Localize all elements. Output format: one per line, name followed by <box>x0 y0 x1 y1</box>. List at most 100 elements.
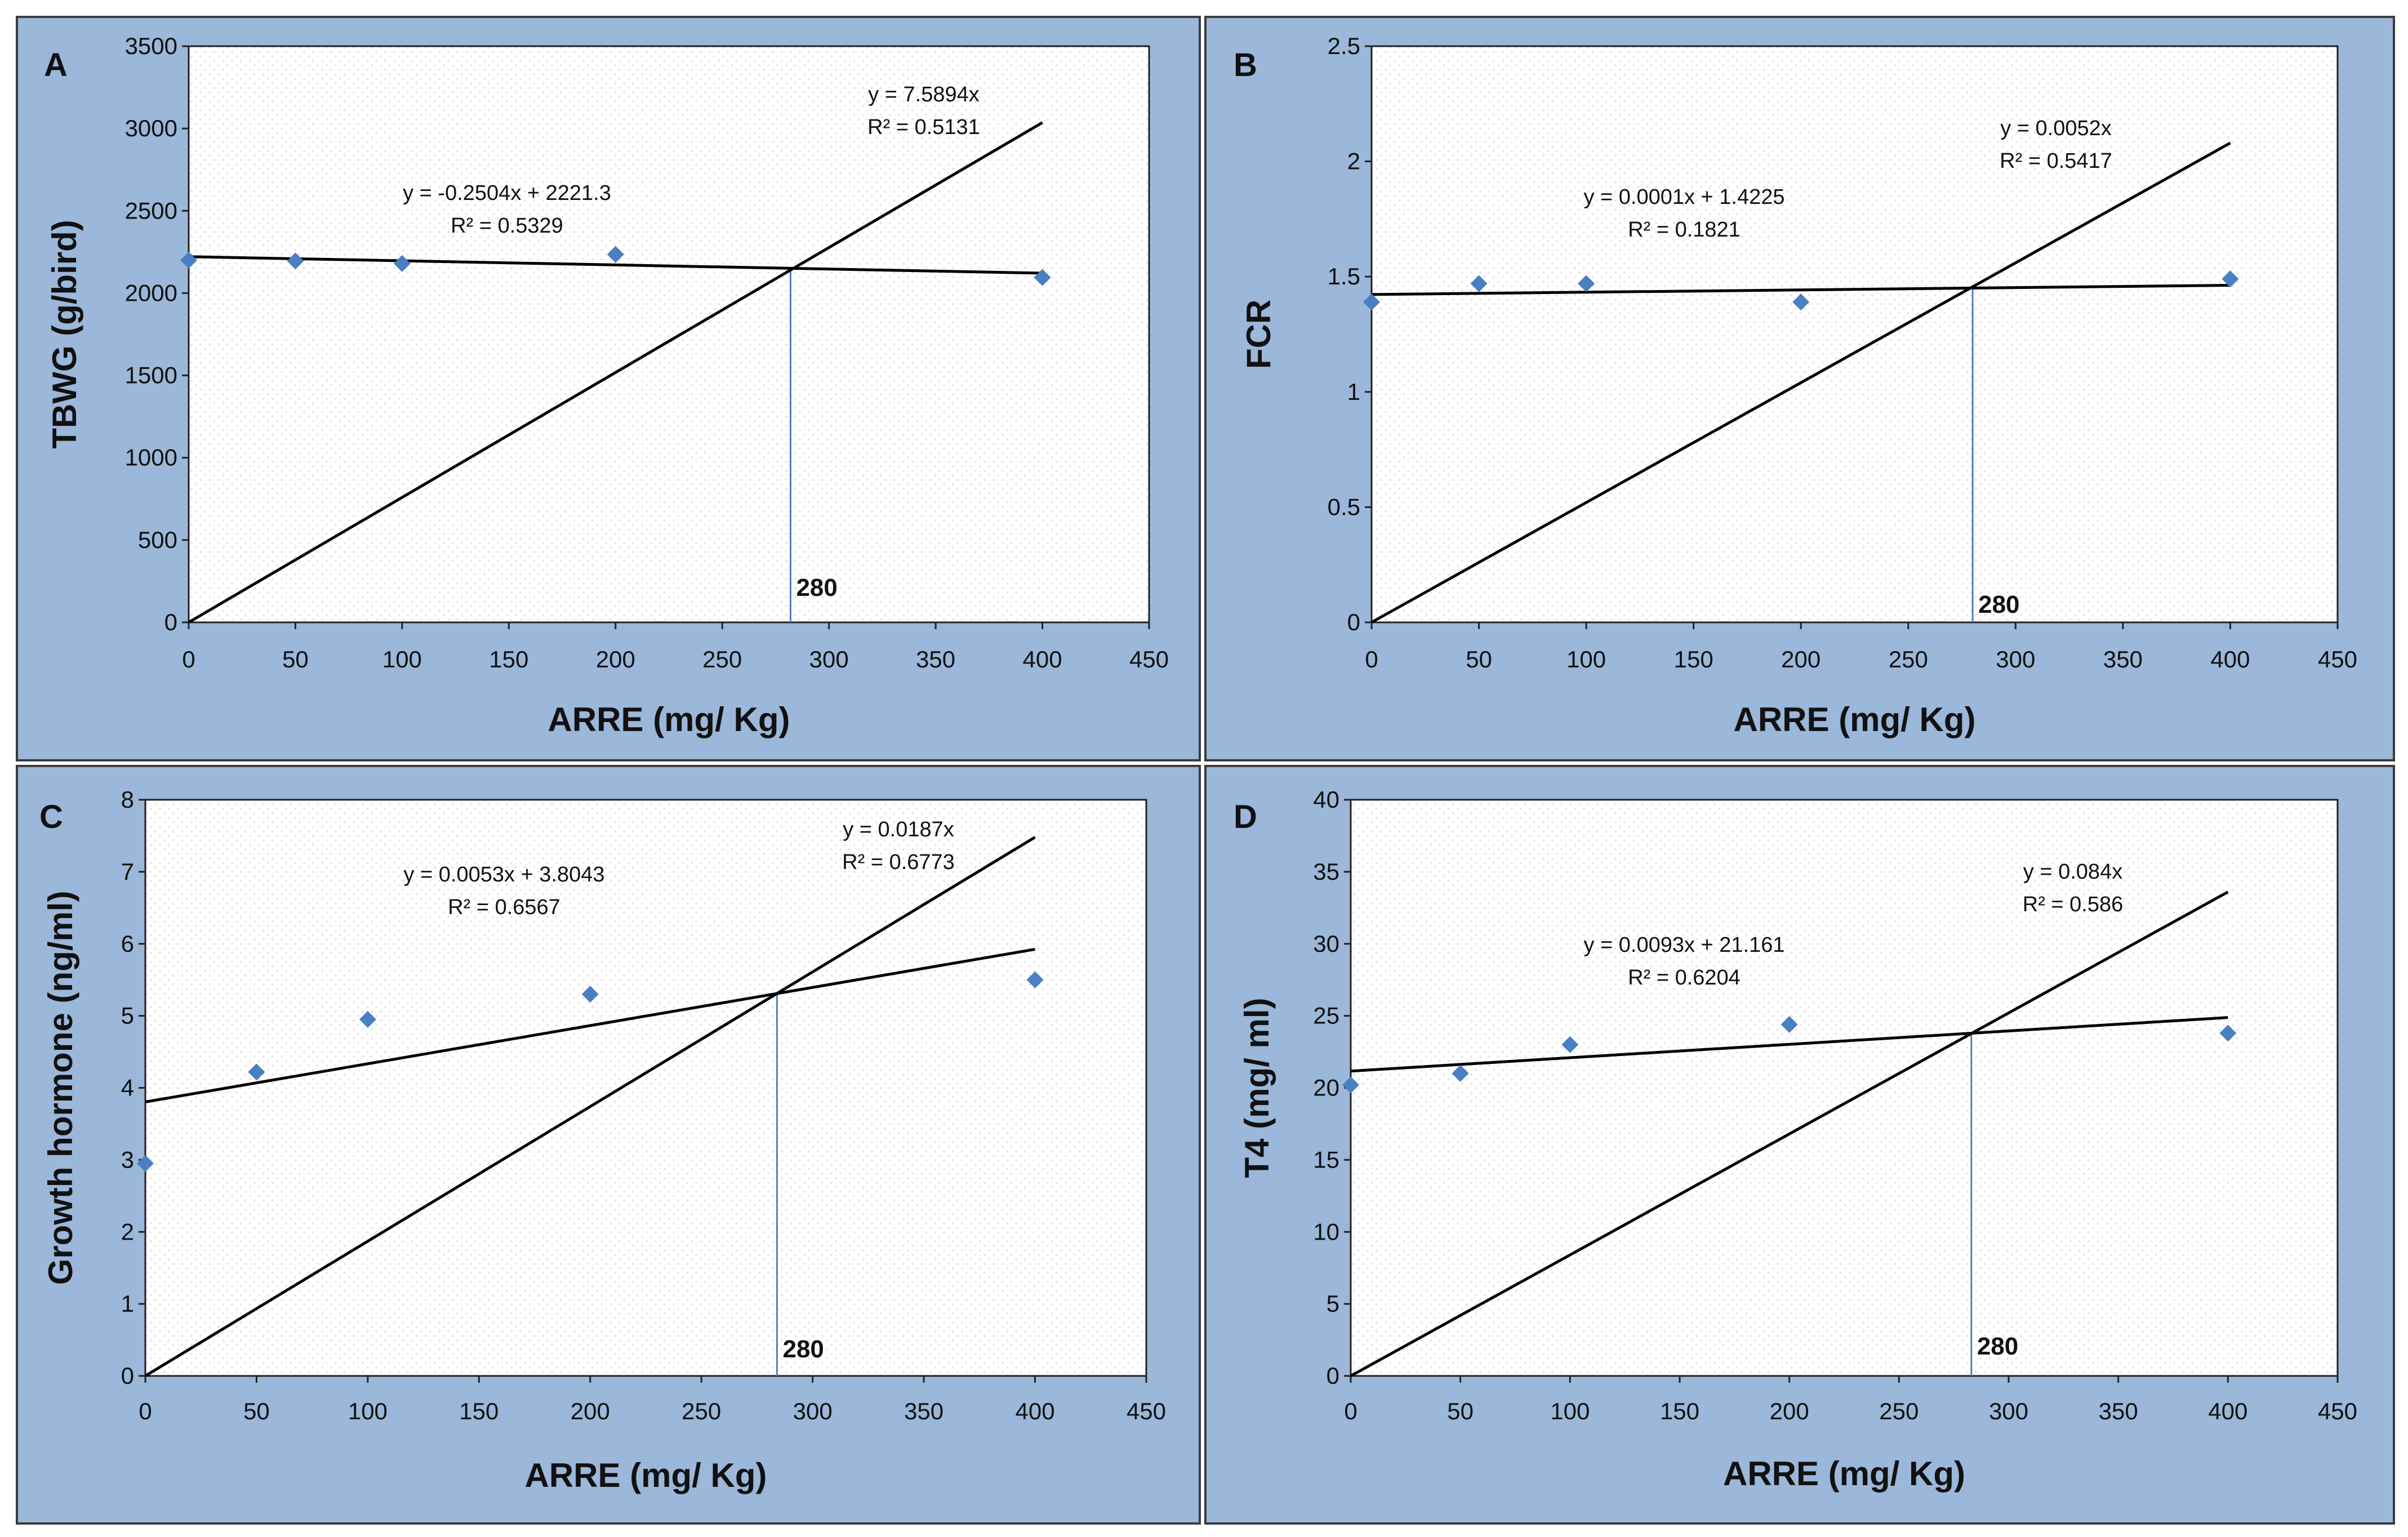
x-tick-label: 350 <box>2103 646 2143 672</box>
x-axis-title: ARRE (mg/ Kg) <box>525 1456 767 1494</box>
x-tick-label: 100 <box>1550 1398 1590 1424</box>
origin-fit-line <box>188 121 1043 624</box>
data-point <box>607 246 624 263</box>
y-tick-label: 7 <box>121 858 134 885</box>
x-tick-label: 450 <box>1127 1398 1166 1424</box>
linear-fit-line <box>1350 1016 2228 1073</box>
y-tick-label: 3000 <box>125 115 177 141</box>
data-point <box>287 252 304 270</box>
panel-b: B FCR ARRE (mg/ Kg) 0 0.5 1 1.5 2 2.5 0 50 100 15… <box>1204 16 2395 761</box>
data-point <box>581 986 599 1003</box>
x-tick-label: 200 <box>1770 1398 1809 1424</box>
x-tick-label: 400 <box>2210 646 2250 672</box>
y-tick-label: 0 <box>1327 1362 1339 1389</box>
plot-texture <box>1351 800 2338 1376</box>
x-tick-label: 450 <box>2318 1398 2357 1424</box>
data-point <box>1452 1064 1469 1082</box>
y-axis-title: TBWG (g/bird) <box>46 220 83 449</box>
origin-fit-equation: y = 0.0187x <box>843 818 954 841</box>
data-point <box>393 255 411 272</box>
y-tick-label: 4 <box>121 1075 134 1101</box>
y-tick-label: 5 <box>1327 1290 1339 1317</box>
origin-fit-line <box>1350 890 2229 1378</box>
data-point <box>137 1155 154 1172</box>
origin-fit-r2: R² = 0.5131 <box>867 115 980 139</box>
y-tick-label: 500 <box>138 527 177 553</box>
origin-fit-equation: y = 0.084x <box>2023 860 2122 884</box>
y-tick-label: 2.5 <box>1328 33 1360 59</box>
origin-fit-r2: R² = 0.6773 <box>842 850 955 874</box>
data-point <box>1034 269 1051 286</box>
linear-fit-equation: y = 0.0093x + 21.161 <box>1583 933 1784 957</box>
x-axis-title: ARRE (mg/ Kg) <box>548 701 790 738</box>
data-point <box>1792 293 1810 311</box>
y-tick-label: 5 <box>121 1003 134 1029</box>
y-axis-title: T4 (mg/ ml) <box>1238 997 1276 1178</box>
data-point <box>248 1063 265 1081</box>
plot-frame <box>188 45 1150 623</box>
y-tick-label: 15 <box>1313 1146 1339 1173</box>
panel-label: D <box>1234 799 1257 835</box>
y-tick-label: 2500 <box>125 197 177 224</box>
x-tick-label: 50 <box>282 646 309 672</box>
x-tick-label: 250 <box>1889 646 1928 672</box>
data-point <box>1578 275 1595 292</box>
origin-fit-r2: R² = 0.586 <box>2023 893 2124 916</box>
x-tick-label: 50 <box>1447 1398 1474 1424</box>
x-tick-label: 350 <box>916 646 955 672</box>
x-tick-label: 450 <box>2318 646 2357 672</box>
y-axis-title: FCR <box>1240 300 1278 369</box>
y-tick-label: 1 <box>121 1290 134 1317</box>
x-tick-label: 50 <box>1466 646 1492 672</box>
linear-fit-r2: R² = 0.6567 <box>448 896 560 919</box>
y-axis-title: Growth hormone (ng/ml) <box>42 891 79 1285</box>
y-tick-label: 0 <box>1347 609 1360 635</box>
x-tick-label: 300 <box>1996 646 2035 672</box>
data-point <box>2219 1024 2237 1042</box>
linear-fit-line <box>1371 284 2231 296</box>
x-tick-label: 100 <box>382 646 422 672</box>
origin-fit-r2: R² = 0.5417 <box>2000 149 2112 173</box>
y-tick-label: 1 <box>1347 378 1360 405</box>
x-tick-label: 50 <box>243 1398 270 1424</box>
panel-c: C Growth hormone (ng/ml) ARRE (mg/ Kg) 0… <box>16 765 1201 1525</box>
linear-fit-line <box>188 255 1043 275</box>
cutoff-label: 280 <box>1978 591 2019 618</box>
y-tick-label: 25 <box>1313 1003 1339 1029</box>
plot-frame <box>1370 45 2339 623</box>
y-tick-label: 3 <box>121 1146 134 1173</box>
x-tick-label: 0 <box>139 1398 152 1424</box>
origin-fit-line <box>1370 141 2231 624</box>
x-tick-label: 450 <box>1129 646 1169 672</box>
y-tick-label: 8 <box>121 786 134 813</box>
x-tick-label: 350 <box>904 1398 943 1424</box>
x-tick-label: 300 <box>809 646 849 672</box>
y-tick-label: 1000 <box>125 444 177 471</box>
x-axis-title: ARRE (mg/ Kg) <box>1734 701 1976 738</box>
data-point <box>180 251 197 269</box>
x-tick-label: 200 <box>596 646 635 672</box>
x-tick-label: 100 <box>348 1398 388 1424</box>
linear-fit-r2: R² = 0.6204 <box>1628 966 1741 990</box>
plot-texture <box>1372 46 2338 622</box>
y-tick-label: 0.5 <box>1328 493 1360 520</box>
data-point <box>1781 1015 1798 1033</box>
x-tick-label: 0 <box>182 646 195 672</box>
plot-texture <box>189 46 1149 622</box>
y-tick-label: 2 <box>121 1218 134 1245</box>
y-tick-label: 10 <box>1313 1218 1339 1245</box>
data-point <box>1363 293 1380 311</box>
y-tick-label: 1500 <box>125 362 177 389</box>
y-tick-label: 0 <box>164 609 177 635</box>
linear-fit-equation: y = -0.2504x + 2221.3 <box>403 181 611 205</box>
x-tick-label: 0 <box>1365 646 1378 672</box>
data-point <box>2222 270 2239 288</box>
y-tick-label: 6 <box>121 930 134 957</box>
linear-fit-r2: R² = 0.5329 <box>451 214 563 238</box>
data-point <box>1342 1076 1359 1094</box>
origin-fit-equation: y = 7.5894x <box>868 83 980 106</box>
x-tick-label: 400 <box>2208 1398 2247 1424</box>
panel-a: A TBWG (g/bird) ARRE (mg/ Kg) 0500100015… <box>16 16 1201 761</box>
x-axis-title: ARRE (mg/ Kg) <box>1723 1455 1965 1493</box>
panel-label: C <box>39 799 63 835</box>
